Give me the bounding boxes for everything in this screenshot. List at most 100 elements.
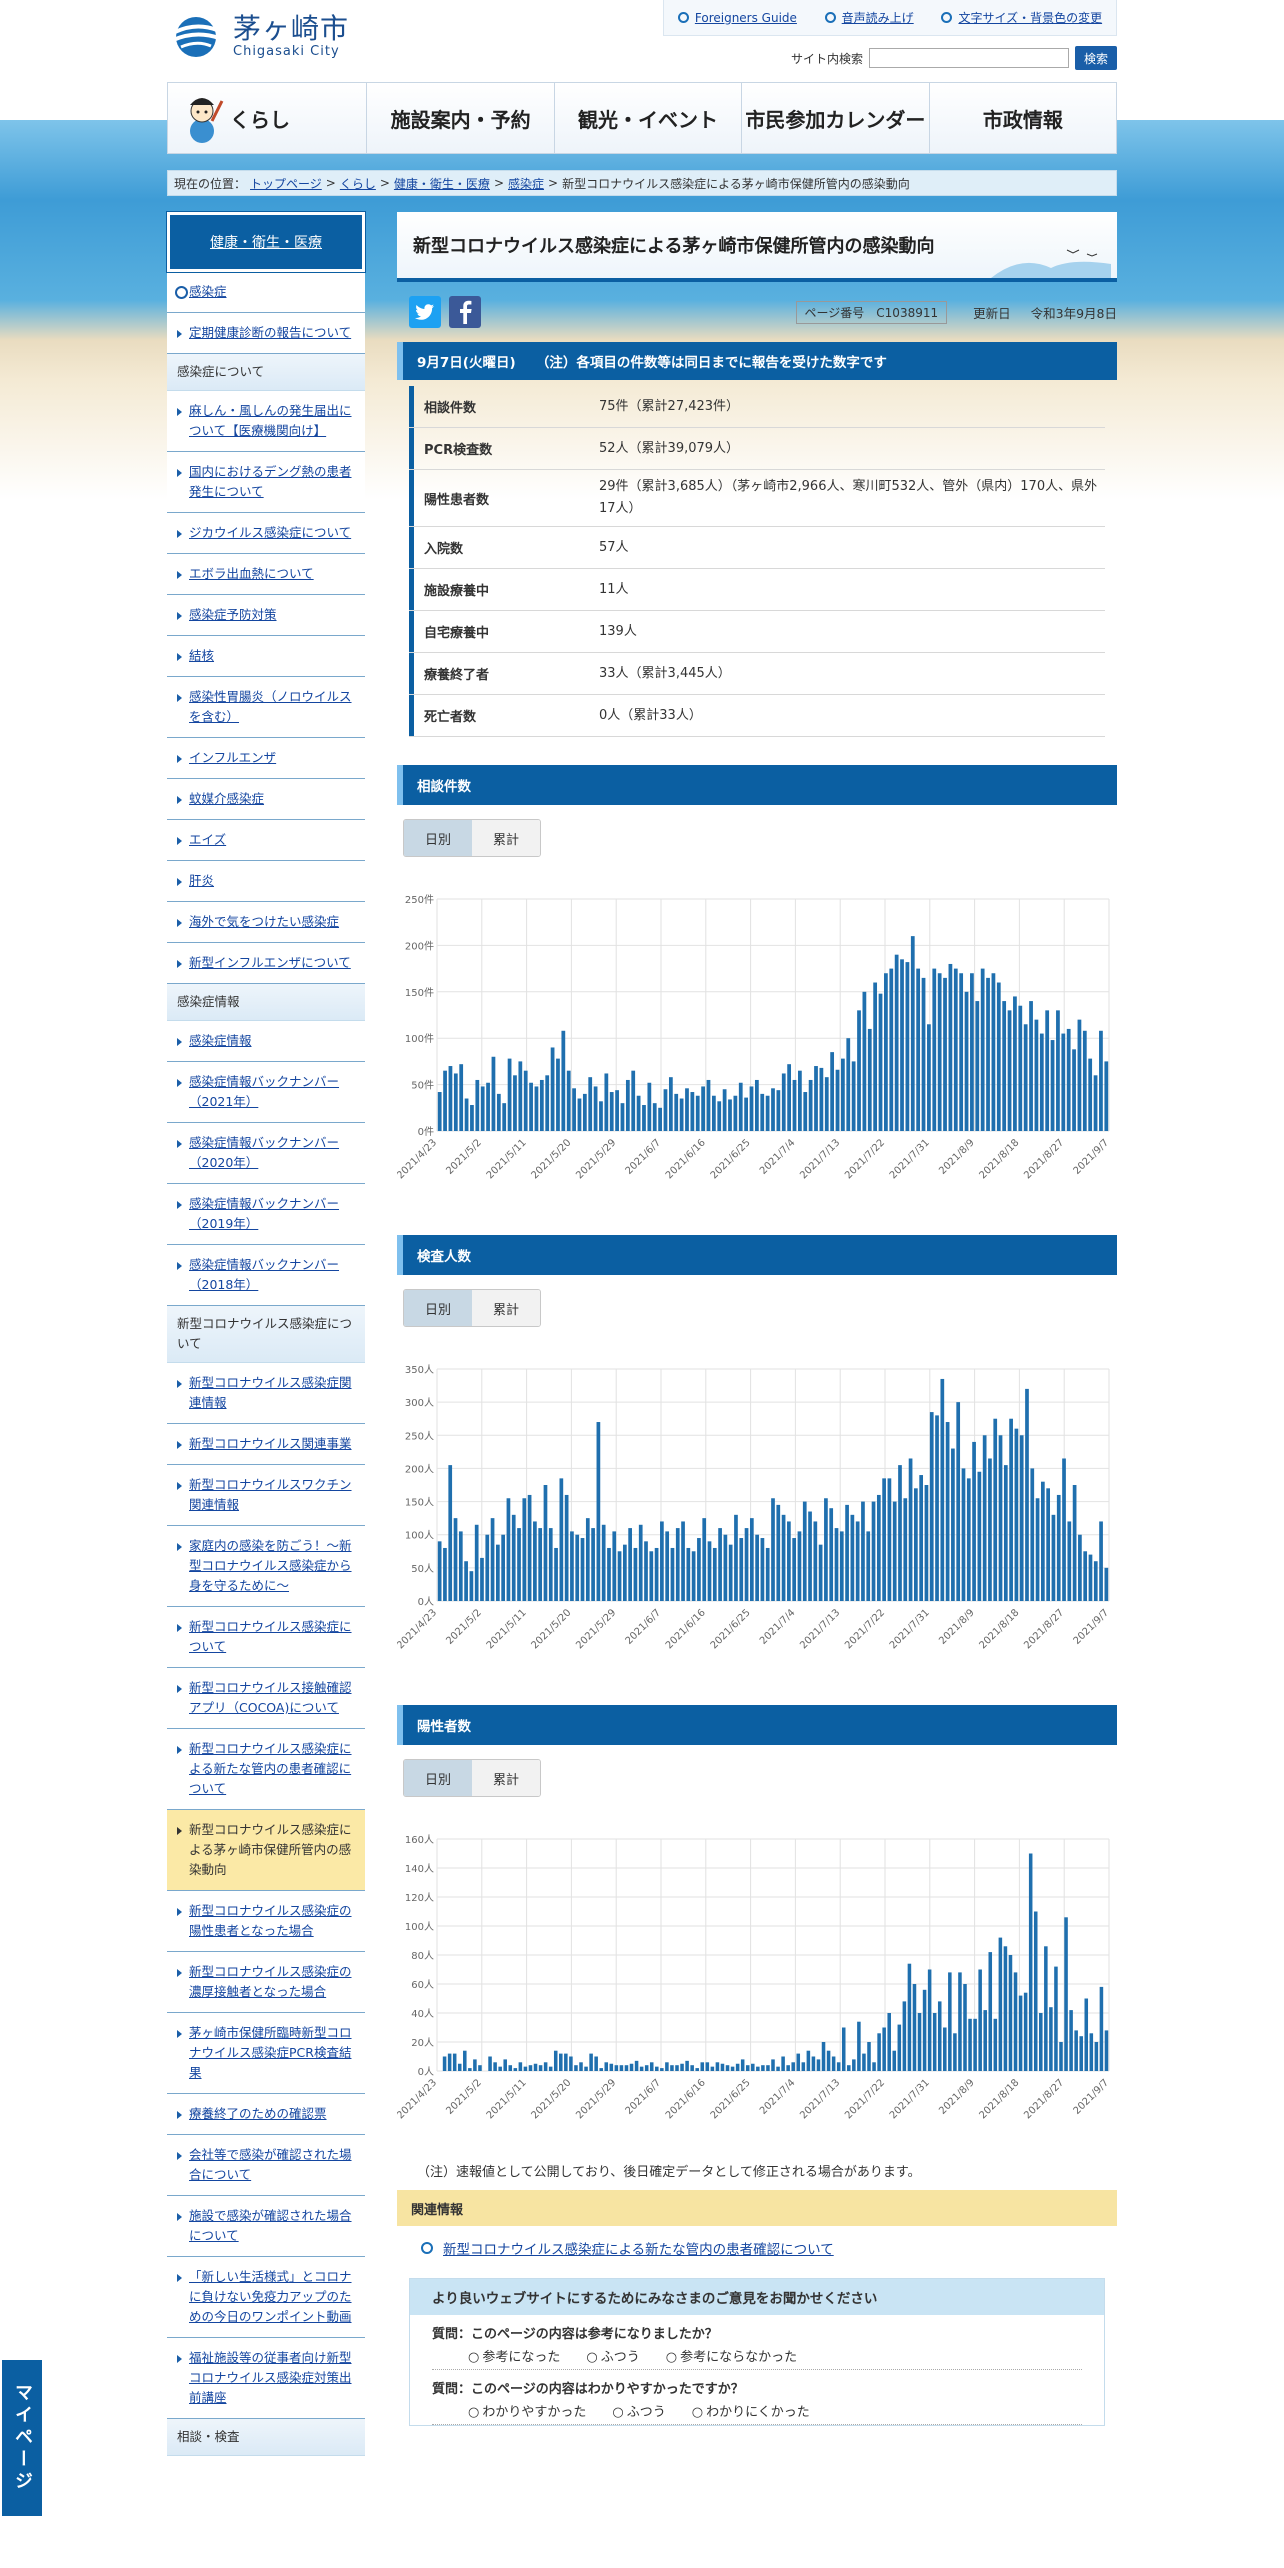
tab-cumulative[interactable]: 累計 [472, 1290, 540, 1326]
sidebar-item[interactable]: 感染症情報 [167, 1021, 365, 1062]
sidebar-item[interactable]: 家庭内の感染を防ごう！～新型コロナウイルス感染症から身を守るために～ [167, 1526, 365, 1607]
tab-daily[interactable]: 日別 [404, 1290, 472, 1326]
sidebar-item[interactable]: 感染症情報バックナンバー（2019年） [167, 1184, 365, 1245]
sidebar-item[interactable]: 感染症予防対策 [167, 595, 365, 636]
sidebar-item-label[interactable]: 「新しい生活様式」とコロナに負けない免疫力アップのための今日のワンポイント動画 [189, 2269, 352, 2324]
breadcrumb-link-kurashi[interactable]: くらし [339, 176, 376, 191]
survey-radio-unclear[interactable]: わかりにくかった [692, 2401, 810, 2420]
sidebar-item[interactable]: 療養終了のための確認票 [167, 2094, 365, 2135]
breadcrumb-link-top[interactable]: トップページ [250, 176, 322, 191]
sidebar-item-label[interactable]: 感染症情報バックナンバー（2018年） [189, 1257, 340, 1292]
sidebar-item-label[interactable]: 感染症 [189, 284, 227, 299]
sidebar-item[interactable]: 国内におけるデング熱の患者発生について [167, 452, 365, 513]
sidebar-item-label[interactable]: 感染症情報バックナンバー（2021年） [189, 1074, 340, 1109]
survey-radio-not-useful[interactable]: 参考にならなかった [666, 2346, 797, 2365]
tab-daily[interactable]: 日別 [404, 820, 472, 856]
sidebar-item-label[interactable]: 国内におけるデング熱の患者発生について [189, 464, 352, 499]
survey-radio-normal-2[interactable]: ふつう [612, 2401, 666, 2420]
sidebar-item-current[interactable]: 新型コロナウイルス感染症による茅ヶ崎市保健所管内の感染動向 [167, 1810, 365, 1891]
sidebar-item-label[interactable]: 感染性胃腸炎（ノロウイルスを含む） [189, 689, 352, 724]
sidebar-item[interactable]: 感染症情報バックナンバー（2020年） [167, 1123, 365, 1184]
sidebar-item[interactable]: 茅ヶ崎市保健所臨時新型コロナウイルス感染症PCR検査結果 [167, 2013, 365, 2094]
sidebar-item[interactable]: 感染症情報バックナンバー（2021年） [167, 1062, 365, 1123]
tab-cumulative[interactable]: 累計 [472, 820, 540, 856]
related-link[interactable]: 新型コロナウイルス感染症による新たな管内の患者確認について [443, 2242, 834, 2258]
sidebar-item-label[interactable]: ジカウイルス感染症について [189, 525, 352, 540]
twitter-share-button[interactable] [409, 296, 441, 328]
breadcrumb-link-infectious[interactable]: 感染症 [508, 176, 545, 191]
sidebar-item[interactable]: 新型コロナウイルス感染症の陽性患者となった場合 [167, 1891, 365, 1952]
nav-kurashi[interactable]: くらし [168, 83, 368, 153]
sidebar-item[interactable]: 蚊媒介感染症 [167, 779, 365, 820]
sidebar-item-label[interactable]: エボラ出血熱について [189, 566, 314, 581]
sidebar-item-label[interactable]: 茅ヶ崎市保健所臨時新型コロナウイルス感染症PCR検査結果 [189, 2025, 352, 2080]
survey-radio-useful[interactable]: 参考になった [468, 2346, 560, 2365]
sidebar-item-label[interactable]: 新型コロナウイルス接触確認アプリ（COCOA)について [189, 1680, 352, 1715]
sidebar-item[interactable]: 定期健康診断の報告について [167, 313, 365, 354]
tab-daily[interactable]: 日別 [404, 1760, 472, 1796]
sidebar-item[interactable]: インフルエンザ [167, 738, 365, 779]
sidebar-item[interactable]: 肝炎 [167, 861, 365, 902]
sidebar-item-label[interactable]: 感染症予防対策 [189, 607, 277, 622]
sidebar-item[interactable]: 福祉施設等の従事者向け新型コロナウイルス感染症対策出前講座 [167, 2338, 365, 2419]
tab-cumulative[interactable]: 累計 [472, 1760, 540, 1796]
sidebar-item[interactable]: 新型コロナウイルス感染症関連情報 [167, 1363, 365, 1424]
sidebar-item-label[interactable]: 施設で感染が確認された場合について [189, 2208, 352, 2243]
sidebar-item-label[interactable]: 海外で気をつけたい感染症 [189, 914, 340, 929]
sidebar-item-label[interactable]: 療養終了のための確認票 [189, 2106, 327, 2121]
sidebar-item[interactable]: 麻しん・風しんの発生届出について【医療機関向け】 [167, 391, 365, 452]
sidebar-heading-link[interactable]: 健康・衛生・医療 [210, 235, 322, 251]
sidebar-item-label[interactable]: 感染症情報バックナンバー（2020年） [189, 1135, 340, 1170]
survey-radio-normal[interactable]: ふつう [586, 2346, 640, 2365]
sidebar-item-label[interactable]: エイズ [189, 832, 227, 847]
facebook-share-button[interactable] [449, 296, 481, 328]
sidebar-item-label[interactable]: 新型コロナウイルス感染症による新たな管内の患者確認について [189, 1741, 352, 1796]
sidebar-item[interactable]: 新型コロナウイルス感染症について [167, 1607, 365, 1668]
sidebar-item-label[interactable]: インフルエンザ [189, 750, 277, 765]
sidebar-item[interactable]: 新型コロナウイルスワクチン関連情報 [167, 1465, 365, 1526]
sidebar-item[interactable]: 「新しい生活様式」とコロナに負けない免疫力アップのための今日のワンポイント動画 [167, 2257, 365, 2338]
text-size-color-link[interactable]: 文字サイズ・背景色の変更 [941, 9, 1102, 26]
sidebar-item[interactable]: 会社等で感染が確認された場合について [167, 2135, 365, 2196]
sidebar-item-label[interactable]: 肝炎 [189, 873, 215, 888]
sidebar-item-label[interactable]: 定期健康診断の報告について [189, 325, 352, 340]
sidebar-item-label[interactable]: 新型インフルエンザについて [189, 955, 351, 970]
read-aloud-link[interactable]: 音声読み上げ [824, 9, 914, 26]
my-page-tab[interactable]: マイページ [0, 2358, 44, 2518]
sidebar-item-label[interactable]: 新型コロナウイルスワクチン関連情報 [189, 1477, 352, 1512]
sidebar-item-label[interactable]: 結核 [189, 648, 215, 663]
sidebar-item[interactable]: 新型コロナウイルス関連事業 [167, 1424, 365, 1465]
sidebar-item[interactable]: 感染性胃腸炎（ノロウイルスを含む） [167, 677, 365, 738]
sidebar-item[interactable]: 新型インフルエンザについて [167, 943, 365, 984]
sidebar-item[interactable]: 新型コロナウイルス接触確認アプリ（COCOA)について [167, 1668, 365, 1729]
breadcrumb-link-health[interactable]: 健康・衛生・医療 [393, 176, 490, 191]
sidebar-item[interactable]: 海外で気をつけたい感染症 [167, 902, 365, 943]
sidebar-item[interactable]: 感染症情報バックナンバー（2018年） [167, 1245, 365, 1306]
sidebar-item[interactable]: 新型コロナウイルス感染症の濃厚接触者となった場合 [167, 1952, 365, 2013]
nav-tourism-events[interactable]: 観光・イベント [554, 83, 743, 153]
sidebar-item[interactable]: 結核 [167, 636, 365, 677]
site-logo[interactable]: 茅ヶ崎市 Chigasaki City [167, 14, 349, 59]
nav-citizen-calendar[interactable]: 市民参加カレンダー [742, 83, 930, 153]
sidebar-item-label[interactable]: 新型コロナウイルス感染症関連情報 [189, 1375, 352, 1410]
search-input[interactable] [869, 48, 1069, 68]
sidebar-item-label[interactable]: 新型コロナウイルス関連事業 [189, 1436, 352, 1451]
sidebar-item-label[interactable]: 感染症情報 [189, 1033, 252, 1048]
foreigners-guide-link[interactable]: Foreigners Guide [677, 11, 797, 25]
sidebar-item[interactable]: 感染症 [167, 272, 365, 313]
sidebar-item[interactable]: 新型コロナウイルス感染症による新たな管内の患者確認について [167, 1729, 365, 1810]
sidebar-item[interactable]: 施設で感染が確認された場合について [167, 2196, 365, 2257]
sidebar-item-label[interactable]: 新型コロナウイルス感染症について [189, 1619, 352, 1654]
sidebar-item[interactable]: ジカウイルス感染症について [167, 513, 365, 554]
sidebar-item-label[interactable]: 新型コロナウイルス感染症の濃厚接触者となった場合 [189, 1964, 352, 1999]
sidebar-item-label[interactable]: 感染症情報バックナンバー（2019年） [189, 1196, 340, 1231]
survey-radio-clear[interactable]: わかりやすかった [468, 2401, 586, 2420]
sidebar-item-label[interactable]: 新型コロナウイルス感染症の陽性患者となった場合 [189, 1903, 352, 1938]
sidebar-item[interactable]: エボラ出血熱について [167, 554, 365, 595]
sidebar-item-label[interactable]: 福祉施設等の従事者向け新型コロナウイルス感染症対策出前講座 [189, 2350, 352, 2405]
nav-facilities[interactable]: 施設案内・予約 [367, 83, 555, 153]
search-button[interactable]: 検索 [1075, 46, 1117, 70]
sidebar-item-label[interactable]: 麻しん・風しんの発生届出について【医療機関向け】 [189, 403, 352, 438]
sidebar-item-label[interactable]: 蚊媒介感染症 [189, 791, 265, 806]
sidebar-item[interactable]: エイズ [167, 820, 365, 861]
